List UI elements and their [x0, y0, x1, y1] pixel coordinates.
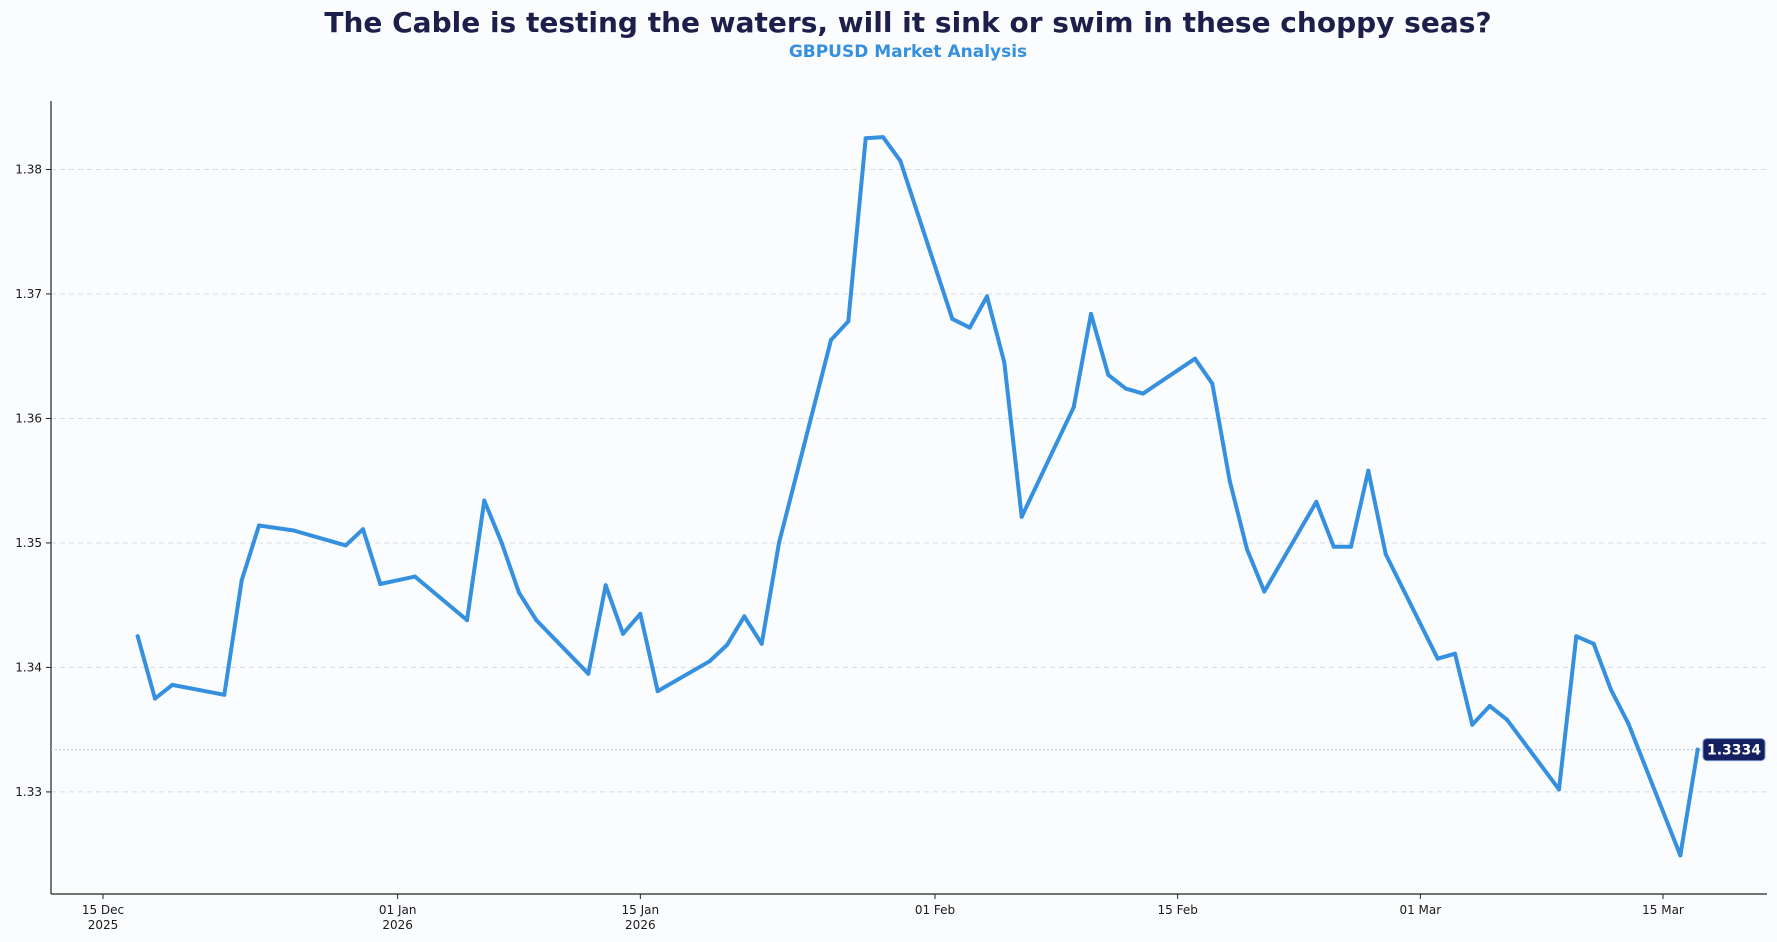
- y-tick-label: 1.33: [15, 785, 42, 799]
- data-point: [829, 338, 833, 342]
- y-axis-ticks: 1.33 1.34 1.35 1.36 1.37 1.38: [15, 162, 51, 799]
- data-point: [1349, 544, 1353, 549]
- data-point: [898, 158, 903, 163]
- x-tick-label: 15 Feb: [1157, 903, 1197, 917]
- data-point: [707, 659, 712, 664]
- data-point: [135, 634, 140, 639]
- data-point: [863, 136, 868, 141]
- x-tick-label: 01 Feb: [915, 903, 955, 917]
- data-point: [343, 543, 348, 548]
- data-point: [1383, 552, 1388, 557]
- x-tick-label: 01 Jan: [379, 903, 417, 917]
- data-point: [1123, 386, 1128, 391]
- y-tick-label: 1.37: [15, 287, 42, 301]
- x-tick-label: 01 Mar: [1399, 903, 1441, 917]
- data-point: [1435, 656, 1440, 661]
- data-point: [621, 631, 625, 636]
- data-point: [1505, 717, 1509, 722]
- y-tick-label: 1.36: [15, 411, 42, 425]
- y-tick-label: 1.35: [15, 536, 42, 550]
- data-point: [846, 319, 851, 324]
- data-point: [465, 618, 469, 623]
- data-point: [1574, 634, 1579, 639]
- data-point: [586, 671, 591, 676]
- data-point: [1210, 381, 1215, 386]
- last-value-badge: [1702, 738, 1766, 762]
- data-points: [135, 135, 1700, 858]
- data-point: [985, 294, 989, 299]
- data-point: [655, 689, 660, 694]
- data-point: [1609, 687, 1613, 692]
- series-line-gbpusd: [135, 135, 1700, 858]
- series-layer: [135, 135, 1700, 858]
- data-point: [1193, 356, 1197, 361]
- data-point: [499, 540, 504, 545]
- data-point: [1002, 360, 1007, 365]
- data-point: [378, 582, 383, 586]
- data-point: [1245, 547, 1249, 552]
- data-point: [534, 618, 539, 623]
- data-point: [1591, 641, 1596, 646]
- x-tick-year-label: 2025: [88, 918, 119, 932]
- chart-subtitle: GBPUSD Market Analysis: [789, 42, 1027, 62]
- data-point: [1089, 311, 1093, 316]
- data-point: [1331, 544, 1336, 549]
- y-tick-label: 1.38: [15, 162, 42, 176]
- y-tick-label: 1.34: [15, 660, 42, 674]
- data-point: [1019, 514, 1024, 519]
- data-point: [1314, 499, 1319, 504]
- x-tick-label: 15 Jan: [622, 903, 660, 917]
- data-point: [239, 578, 244, 583]
- data-point: [725, 643, 729, 647]
- data-point: [153, 696, 157, 701]
- x-tick-year-label: 2026: [625, 918, 656, 932]
- last-value-badge-group: 1.3334: [1702, 738, 1766, 762]
- data-point: [257, 523, 261, 528]
- data-point: [1071, 405, 1076, 410]
- data-point: [1227, 478, 1232, 483]
- axes: [50, 101, 1767, 895]
- data-point: [1557, 787, 1561, 792]
- data-point: [517, 590, 521, 595]
- grid-lines: [51, 168, 1767, 793]
- data-point: [742, 614, 747, 619]
- data-point: [1695, 747, 1700, 752]
- data-point: [1366, 468, 1371, 473]
- data-point: [759, 641, 764, 646]
- data-point: [1106, 372, 1111, 377]
- data-point: [1453, 651, 1457, 656]
- data-point: [638, 611, 643, 616]
- data-point: [881, 135, 885, 140]
- data-point: [1626, 721, 1631, 726]
- data-point: [482, 498, 487, 503]
- data-point: [967, 325, 972, 330]
- x-tick-label: 15 Mar: [1642, 903, 1684, 917]
- data-point: [1262, 589, 1267, 594]
- x-tick-label: 15 Dec: [82, 903, 124, 917]
- data-point: [1487, 704, 1492, 708]
- data-point: [1141, 391, 1145, 396]
- data-point: [361, 527, 365, 532]
- last-value-badge-label: 1.3334: [1707, 743, 1761, 759]
- data-point: [1470, 722, 1475, 727]
- data-point: [950, 316, 955, 321]
- data-point: [603, 583, 608, 588]
- data-point: [222, 692, 227, 697]
- data-point: [777, 540, 781, 545]
- data-point: [1678, 853, 1683, 858]
- data-point: [170, 682, 175, 687]
- data-point: [291, 528, 296, 533]
- data-point: [413, 574, 417, 579]
- chart-title: The Cable is testing the waters, will it…: [324, 6, 1491, 39]
- x-tick-year-label: 2026: [382, 918, 413, 932]
